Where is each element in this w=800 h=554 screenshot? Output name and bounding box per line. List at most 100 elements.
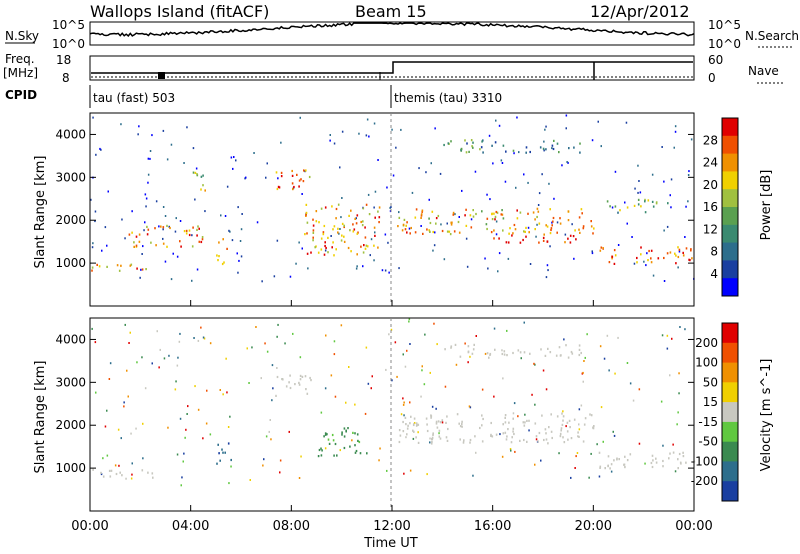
noise-cell [617, 244, 620, 246]
noise-cell [570, 476, 572, 479]
feature-cell [191, 245, 194, 248]
feature-cell [544, 428, 547, 431]
feature-cell [366, 245, 369, 248]
noise-cell [271, 399, 273, 402]
noise-cell [145, 197, 148, 200]
feature-cell [510, 441, 513, 444]
noise-cell [101, 249, 103, 252]
feature-cell [162, 226, 165, 229]
noise-cell [588, 476, 590, 479]
feature-cell [106, 265, 108, 268]
feature-cell [335, 217, 337, 220]
feature-cell [446, 439, 449, 442]
feature-cell [413, 430, 415, 433]
feature-cell [461, 422, 463, 425]
feature-cell [378, 206, 381, 209]
feature-cell [501, 352, 504, 356]
feature-cell [415, 208, 418, 211]
feature-cell [200, 240, 203, 244]
beam-title: Beam 15 [355, 2, 427, 21]
noise-cell [431, 405, 434, 408]
colorbar-tick-label: 15 [703, 395, 718, 409]
noise-cell [577, 435, 579, 438]
feature-cell [471, 352, 474, 355]
feature-cell [678, 248, 681, 251]
feature-cell [337, 203, 340, 206]
noise-cell [417, 431, 419, 434]
colorbar-frame [721, 117, 739, 297]
noise-cell [193, 337, 195, 339]
noise-cell [398, 211, 400, 214]
feature-cell [356, 214, 359, 217]
noise-cell [209, 342, 212, 345]
noise-cell [666, 347, 669, 350]
colorbar-tick-label: 100 [695, 356, 718, 370]
feature-cell [366, 452, 368, 455]
feature-cell [402, 430, 405, 433]
feature-cell [343, 225, 345, 229]
noise-cell [203, 337, 206, 340]
noise-cell [644, 462, 646, 465]
power-heatmap [90, 114, 695, 283]
feature-cell [353, 228, 356, 231]
noise-cell [137, 133, 139, 136]
feature-cell [439, 421, 442, 424]
noise-cell [341, 130, 344, 133]
feature-cell [347, 427, 349, 430]
noise-cell [301, 193, 303, 195]
y-tick-label: 3000 [55, 170, 86, 184]
noise-cell [543, 140, 545, 143]
feature-cell [294, 383, 296, 386]
noise-cell [288, 430, 290, 433]
noise-cell [260, 377, 262, 380]
feature-cell [494, 215, 497, 218]
feature-cell [685, 461, 687, 464]
feature-cell [512, 351, 514, 355]
feature-cell [498, 237, 500, 240]
noise-cell [136, 361, 138, 364]
noise-cell [527, 181, 529, 184]
feature-cell [495, 210, 498, 214]
feature-cell [502, 217, 505, 220]
noise-cell [292, 332, 294, 335]
feature-cell [188, 229, 191, 232]
feature-cell [516, 209, 518, 212]
colorbar-tick-label: -200 [691, 474, 718, 488]
x-tick-label: 00:00 [675, 519, 712, 534]
feature-cell [325, 246, 327, 250]
feature-cell [412, 429, 414, 432]
noise-cell [197, 339, 200, 342]
feature-cell [508, 232, 510, 235]
feature-cell [469, 438, 472, 442]
noise-cell [143, 229, 145, 232]
noise-cell [329, 134, 331, 136]
noise-cell [144, 387, 147, 390]
feature-cell [354, 451, 357, 454]
noise-cell [100, 148, 102, 151]
nave-tick-high: 60 [708, 53, 723, 67]
feature-cell [542, 239, 545, 242]
noise-cell [520, 357, 522, 360]
noise-cell [277, 177, 279, 180]
noise-cell [106, 244, 108, 247]
feature-cell [599, 465, 602, 468]
feature-cell [593, 227, 595, 230]
noise-cell [398, 267, 400, 270]
noise-cell [512, 412, 515, 415]
feature-cell [216, 254, 218, 257]
feature-cell [345, 429, 347, 432]
feature-cell [464, 214, 466, 217]
noise-cell [546, 264, 549, 267]
noise-cell [149, 157, 151, 160]
feature-cell [549, 351, 552, 354]
noise-cell [466, 265, 469, 268]
colorbar-swatch [722, 189, 738, 208]
noise-cell [120, 123, 122, 126]
noise-cell [400, 413, 403, 416]
feature-cell [323, 253, 326, 256]
noise-cell [687, 174, 690, 176]
noise-cell [333, 142, 336, 145]
feature-cell [551, 436, 553, 440]
noise-cell [439, 172, 442, 175]
feature-cell [573, 418, 576, 421]
